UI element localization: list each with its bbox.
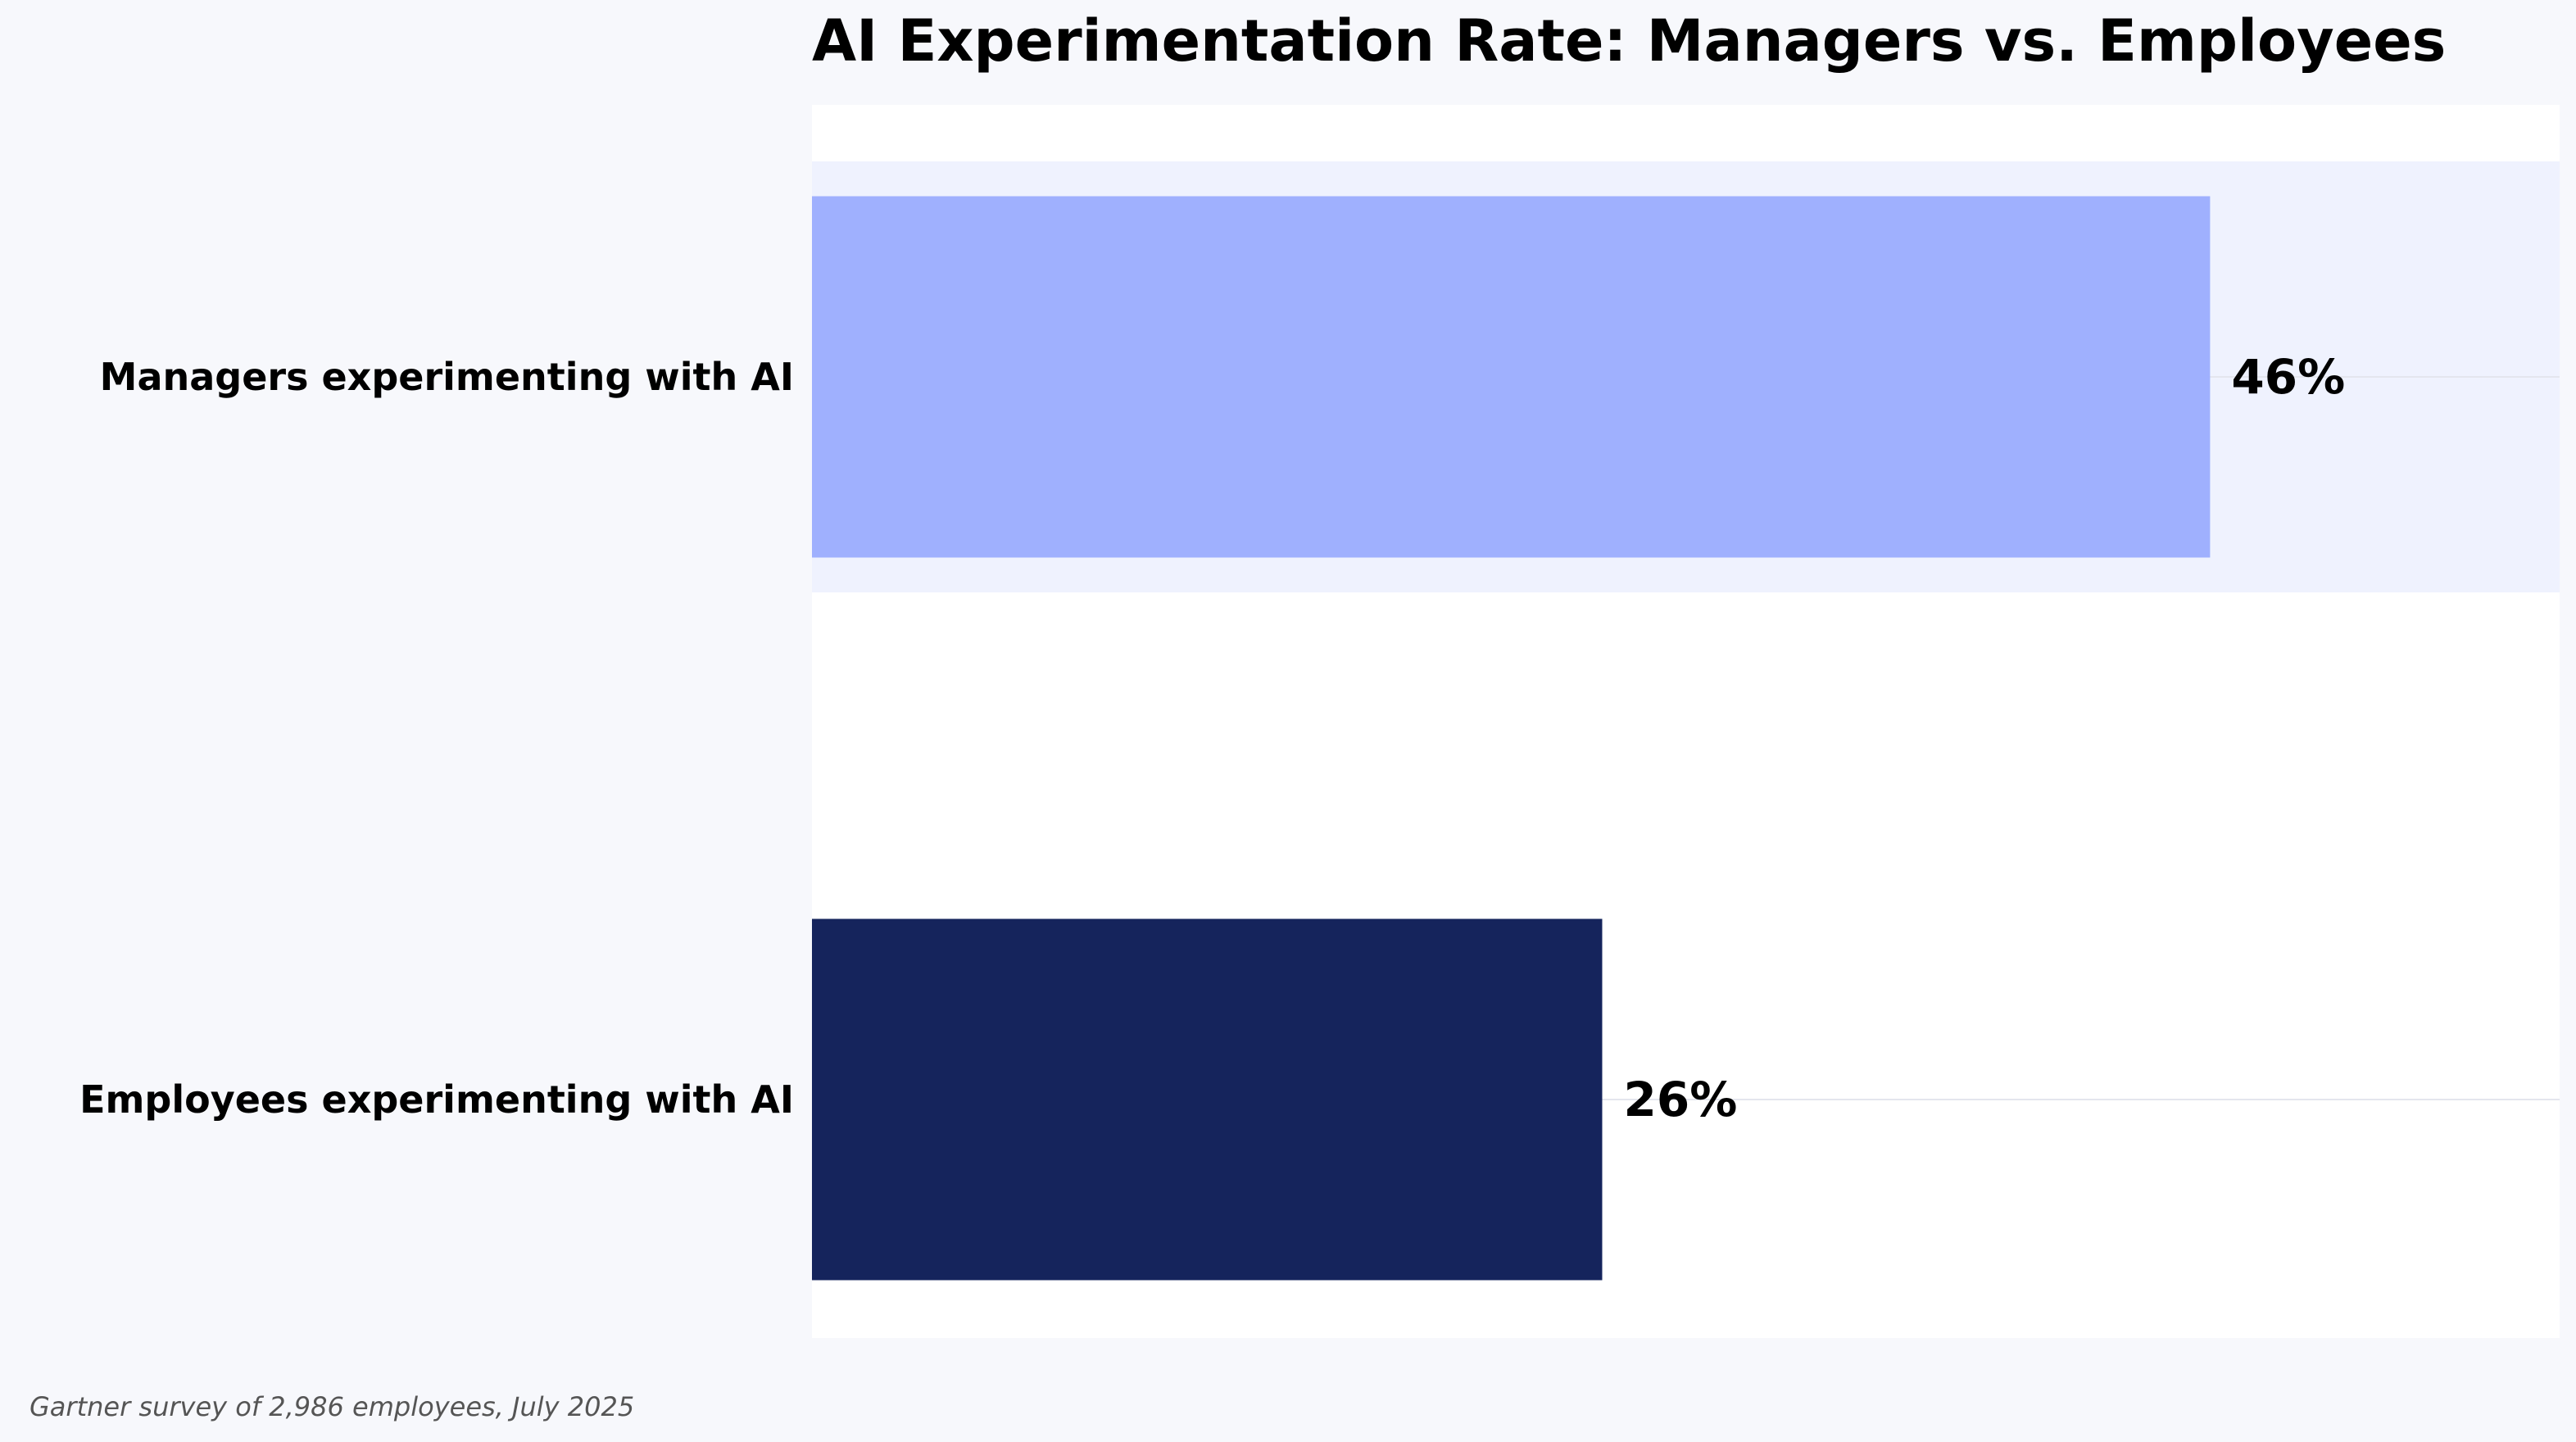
value-label: 46% [2231, 349, 2345, 405]
category-label: Employees experimenting with AI [79, 1077, 794, 1122]
bar-employees [812, 918, 1603, 1281]
value-label: 26% [1623, 1072, 1737, 1127]
category-label: Managers experimenting with AI [100, 355, 794, 399]
chart-title: AI Experimentation Rate: Managers vs. Em… [812, 7, 2446, 75]
bar-managers [812, 196, 2211, 558]
source-note: Gartner survey of 2,986 employees, July … [29, 1391, 634, 1422]
chart-marks: 46% Managers experimenting with AI 26% Empl… [79, 161, 2560, 1281]
